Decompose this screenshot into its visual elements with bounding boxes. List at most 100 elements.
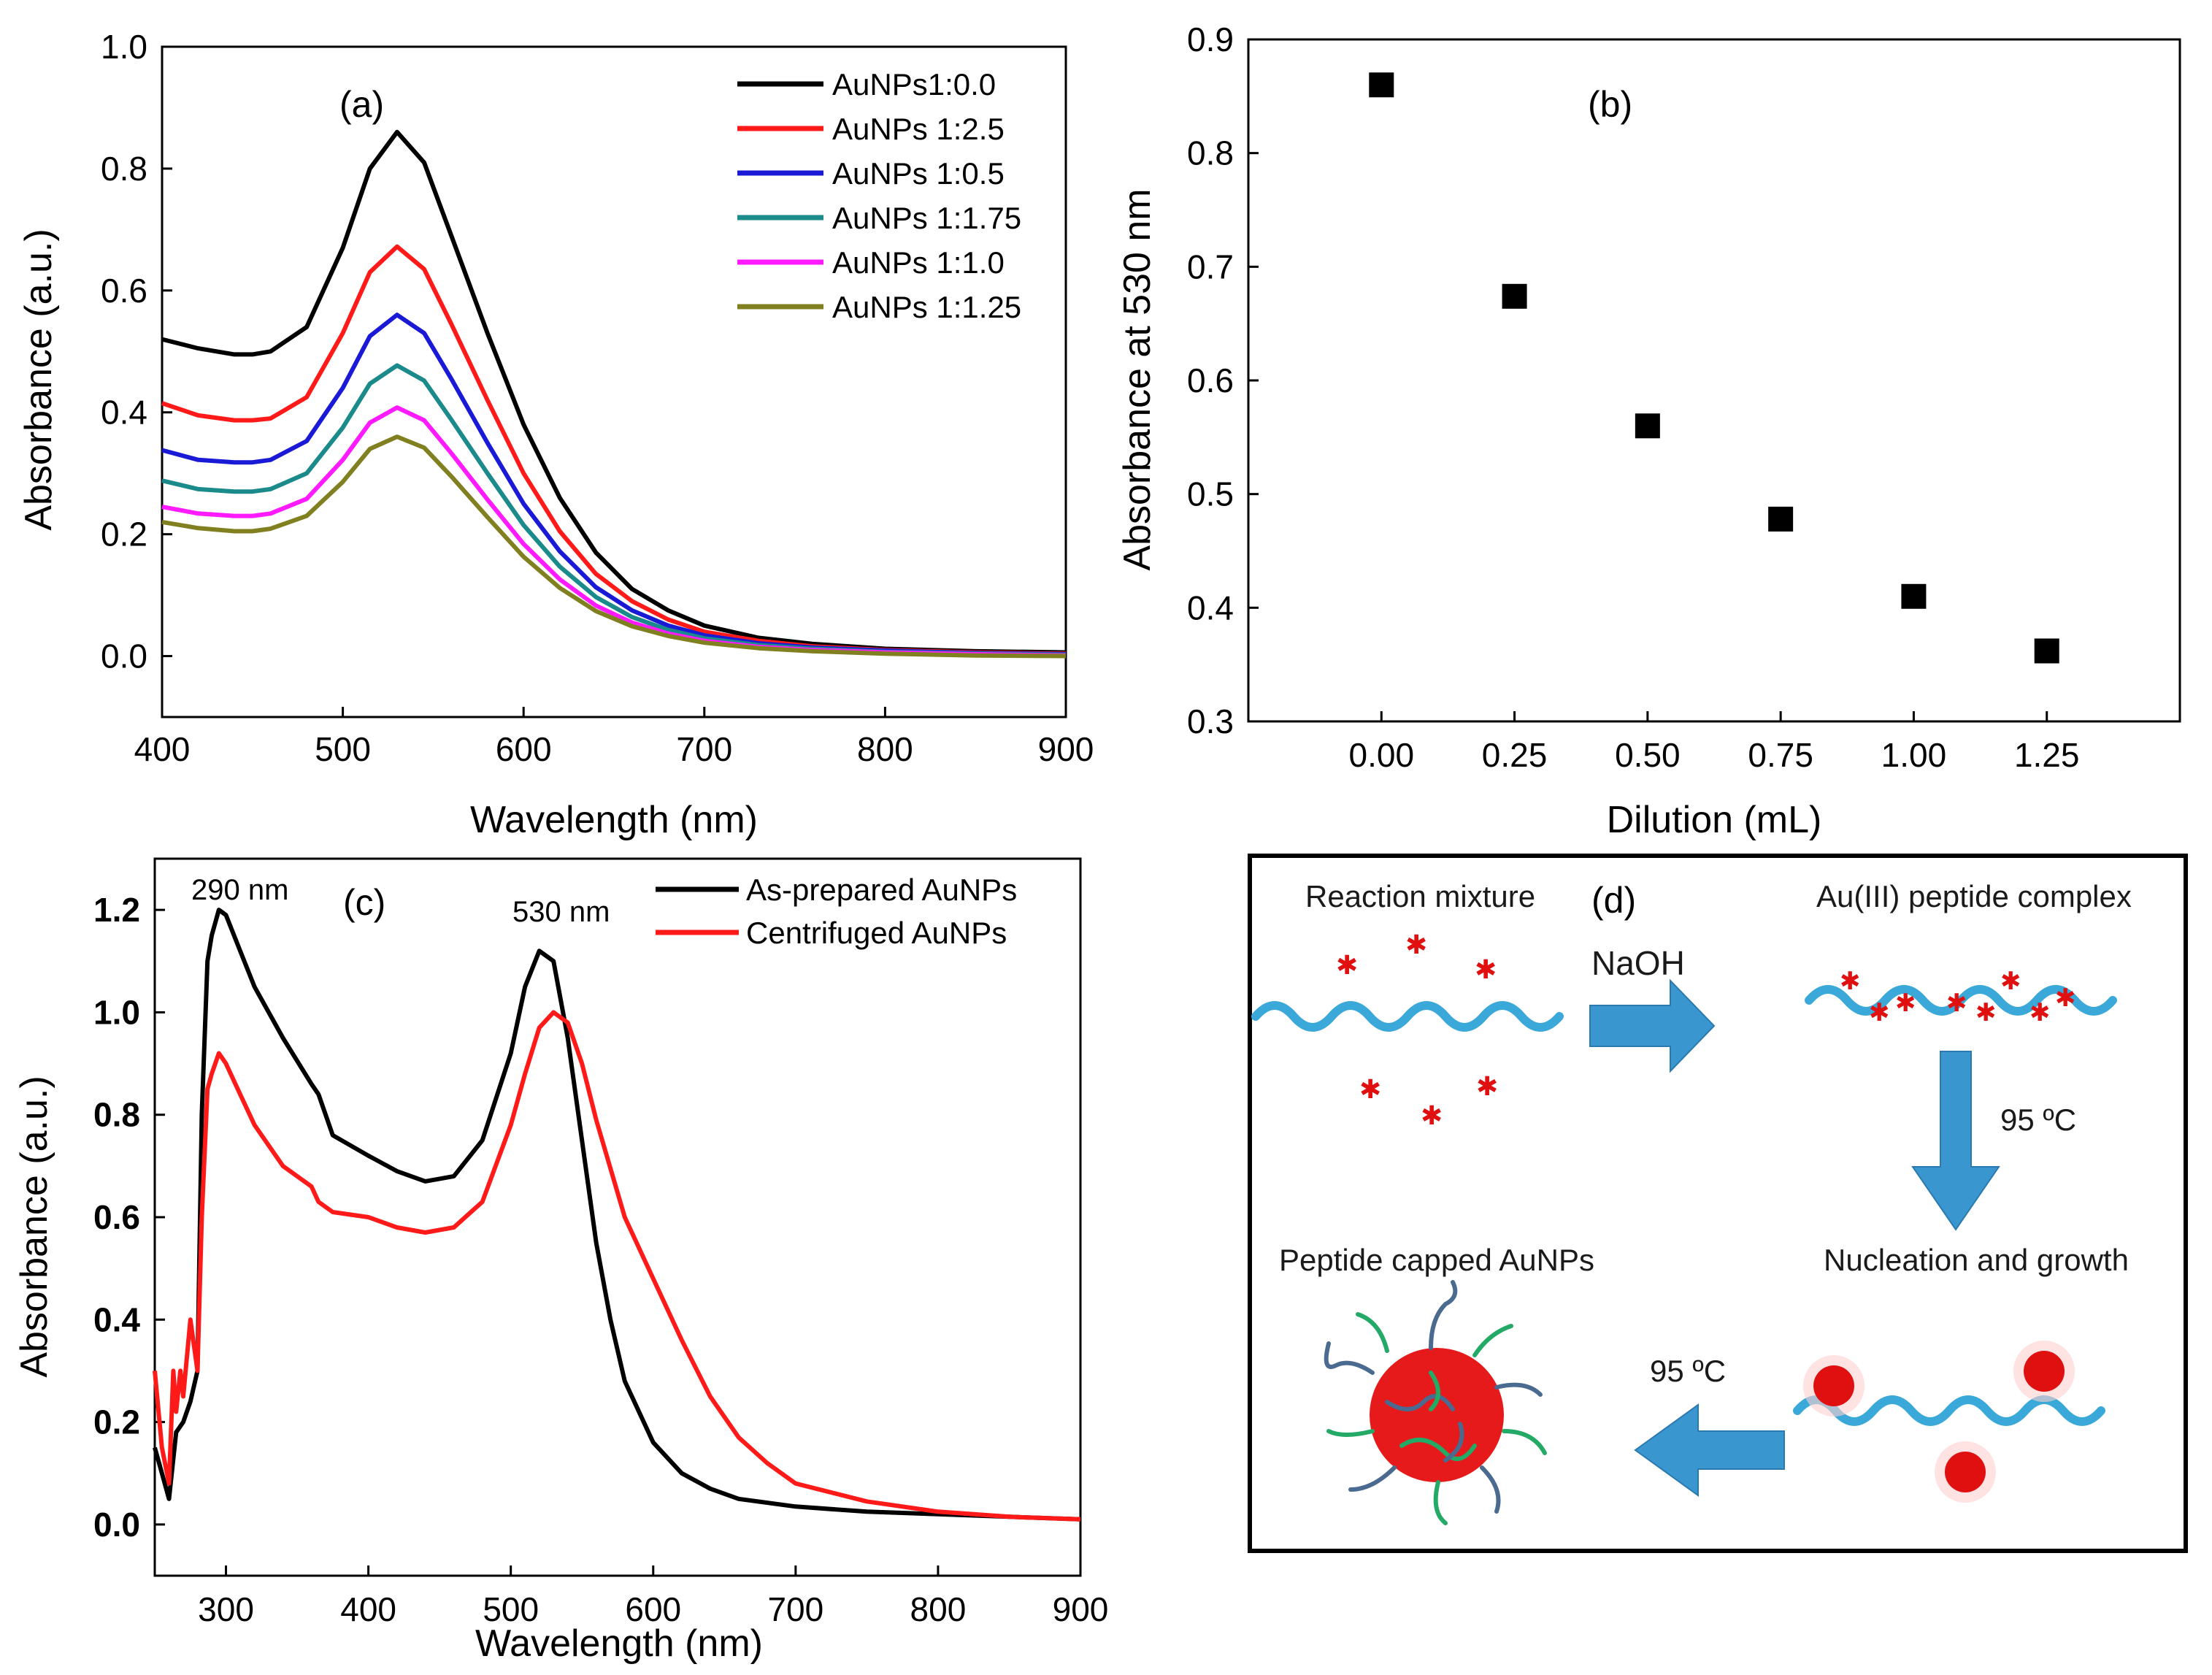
panel-a-ticks: 400 500 600 700 800 900 0.0 0.2 0.4 0.6 0.8 1.0 [101, 28, 1094, 768]
x-tick-label: 300 [198, 1590, 254, 1628]
y-tick-label: 0.2 [93, 1403, 140, 1441]
x-tick-label: 1.00 [1881, 736, 1947, 774]
au-ion-icon: ✱ [1336, 951, 1358, 981]
panel-d-label: (d) [1591, 880, 1636, 921]
x-tick-label: 400 [134, 730, 191, 768]
y-tick-label: 0.6 [93, 1198, 140, 1236]
x-tick-label: 600 [496, 730, 552, 768]
panel-b-ylabel: Absorbance at 530 nm [1116, 188, 1159, 570]
series-line-3 [161, 313, 1067, 656]
x-tick-label: 700 [767, 1590, 823, 1628]
panel-c-ticks: 300 400 500 600 700 800 900 0.0 0.2 0.4 0.6 0.8 1.0 1… [93, 891, 1108, 1628]
bound-au-ion-icon: ✱ [2000, 967, 2021, 996]
data-point [1502, 283, 1527, 309]
y-tick-label: 0.8 [101, 150, 147, 188]
heating-arrow-left-icon [1634, 1403, 1785, 1497]
y-tick-label: 0.8 [93, 1096, 140, 1134]
panel-a-chart: (a) Wavelength (nm) Absorbance (a.u.) 40… [18, 28, 1094, 841]
au-ion-icon: ✱ [1421, 1101, 1443, 1131]
legend-entry: AuNPs 1:1.75 [832, 201, 1021, 235]
reaction-mixture-label: Reaction mixture [1305, 879, 1535, 913]
x-tick-label: 0.75 [1748, 736, 1813, 774]
panel-c-ylabel: Absorbance (a.u.) [13, 1076, 55, 1377]
peptide-strand-nucleation [1793, 1395, 2105, 1426]
au-ion-icon: ✱ [1359, 1075, 1381, 1105]
panel-a-frame [161, 45, 1067, 718]
x-tick-label: 500 [315, 730, 371, 768]
annotation-290nm: 290 nm [191, 874, 288, 906]
naoh-label: NaOH [1591, 944, 1685, 982]
nucleus-particle-icon [1803, 1355, 1865, 1417]
bound-au-ion-icon: ✱ [1895, 989, 1916, 1018]
bound-au-ion-icon: ✱ [1869, 998, 1890, 1027]
y-tick-label: 1.0 [93, 993, 140, 1031]
capped-nanoparticle-icon [1324, 1280, 1547, 1525]
nucleus-particle-icon [2013, 1341, 2075, 1402]
y-tick-label: 0.3 [1187, 702, 1234, 740]
naoh-arrow-icon [1589, 978, 1716, 1073]
y-tick-label: 0.7 [1187, 248, 1234, 285]
x-tick-label: 0.50 [1615, 736, 1681, 774]
y-tick-label: 1.2 [93, 891, 140, 929]
y-tick-label: 0.2 [101, 515, 147, 553]
data-point [1635, 413, 1660, 439]
panel-d-schematic: (d) Reaction mixture Au(III) peptide com… [1248, 854, 2188, 1553]
complex-label: Au(III) peptide complex [1816, 879, 2132, 913]
x-tick-label: 900 [1053, 1590, 1109, 1628]
y-tick-label: 0.4 [1187, 589, 1234, 626]
bound-au-ion-icon: ✱ [1946, 989, 1967, 1018]
peptide-strand-complex [1805, 985, 2117, 1016]
series-line-1 [153, 908, 1081, 1522]
panel-a-label: (a) [339, 84, 384, 125]
x-tick-label: 400 [340, 1590, 396, 1628]
legend-entry: As-prepared AuNPs [746, 873, 1017, 907]
y-tick-label: 0.0 [101, 637, 147, 675]
au-ion-icon: ✱ [1405, 930, 1427, 960]
panel-c-series [153, 908, 1081, 1522]
series-line-6 [161, 434, 1067, 659]
legend-entry: AuNPs 1:2.5 [832, 112, 1005, 146]
series-line-4 [161, 363, 1067, 657]
panel-b-xlabel: Dilution (mL) [1607, 799, 1822, 841]
panel-b-ticks: 0.00 0.25 0.50 0.75 1.00 1.25 0.3 0.4 0.5 0.6 0.7 0… [1187, 20, 2079, 774]
panel-c-xlabel: Wavelength (nm) [475, 1622, 763, 1665]
data-point [2034, 638, 2059, 664]
bound-au-ion-icon: ✱ [1975, 998, 1997, 1027]
y-tick-label: 0.6 [1187, 361, 1234, 399]
bound-au-ion-icon: ✱ [2055, 984, 2076, 1013]
legend-background [648, 862, 1078, 957]
panel-a-ylabel: Absorbance (a.u.) [18, 229, 60, 530]
x-tick-label: 0.25 [1482, 736, 1548, 774]
panel-c-chart: (c) 290 nm 530 nm Wavelength (nm) Absorb… [13, 857, 1108, 1665]
y-tick-label: 0.5 [1187, 475, 1234, 513]
x-tick-label: 900 [1038, 730, 1094, 768]
x-tick-label: 600 [625, 1590, 681, 1628]
nucleus-particle-icon [1935, 1441, 1996, 1503]
nucleation-label: Nucleation and growth [1824, 1243, 2129, 1277]
data-point [1369, 72, 1394, 98]
x-tick-label: 1.25 [2014, 736, 2080, 774]
temperature-label-1: 95 ºC [2000, 1103, 2076, 1137]
legend-entry: AuNPs 1:0.5 [832, 156, 1005, 191]
data-point [1901, 583, 1927, 609]
panel-a-xlabel: Wavelength (nm) [470, 799, 758, 841]
panel-c-frame [153, 857, 1082, 1577]
y-tick-label: 1.0 [101, 28, 147, 66]
x-tick-label: 0.00 [1349, 736, 1415, 774]
panel-a-series [161, 129, 1067, 659]
panel-a-legend: AuNPs1:0.0 AuNPs 1:2.5 AuNPs 1:0.5 AuNPs 1:… [737, 67, 1021, 324]
bound-au-ion-icon: ✱ [2029, 998, 2051, 1027]
panel-b-label: (b) [1588, 84, 1632, 125]
legend-entry: Centrifuged AuNPs [746, 916, 1007, 950]
series-line-2 [153, 1010, 1081, 1522]
y-tick-label: 0.4 [101, 394, 147, 432]
data-point [1768, 506, 1794, 532]
y-tick-label: 0.4 [93, 1300, 140, 1338]
peptide-strand-free [1251, 1001, 1564, 1032]
au-ion-icon: ✱ [1475, 955, 1497, 985]
x-tick-label: 800 [910, 1590, 967, 1628]
x-tick-label: 500 [483, 1590, 539, 1628]
y-tick-label: 0.9 [1187, 20, 1234, 58]
y-tick-label: 0.0 [93, 1506, 140, 1544]
